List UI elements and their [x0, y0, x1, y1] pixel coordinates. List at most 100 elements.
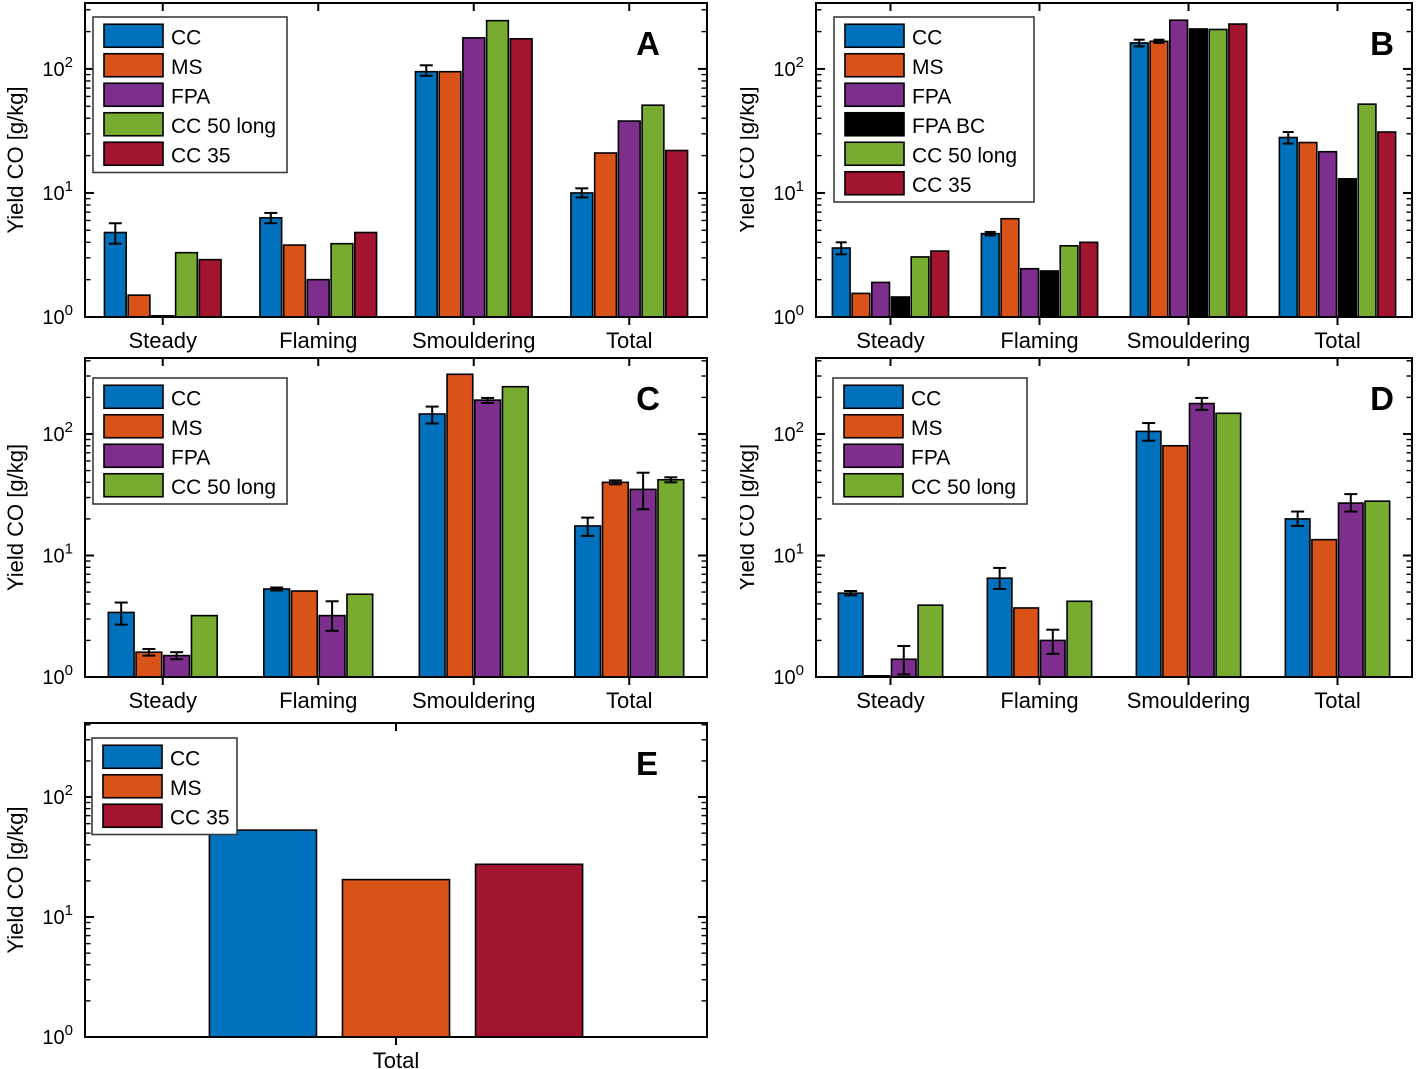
legend-label: MS: [171, 56, 203, 79]
bar-cc-50-long-flaming: [346, 593, 374, 678]
x-tick-label: Flaming: [279, 688, 357, 713]
x-tick-label: Smouldering: [1127, 328, 1251, 353]
bar-cc-flaming: [263, 588, 291, 678]
y-tick-label: 101: [773, 540, 804, 567]
legend-label: CC: [171, 26, 201, 49]
bar-cc-35-smouldering: [509, 37, 533, 318]
bar-cc-flaming: [986, 577, 1013, 678]
panel-c: 100 101 102 Steady Flaming Smouldering Total Yi…: [3, 357, 708, 713]
bar-cc-35-total: [665, 149, 689, 318]
bar-cc-35-total: [1377, 131, 1397, 318]
bar-cc-50-long-steady: [917, 604, 944, 678]
bar-fpa-flaming: [1019, 267, 1040, 318]
bar-cc-50-long-smouldering: [1208, 28, 1228, 318]
bar-cc-steady: [837, 592, 864, 678]
legend: CC MS FPA CC 50 long: [832, 377, 1028, 505]
legend-swatch-cc: [102, 744, 163, 770]
legend: CC MS CC 35: [91, 737, 238, 836]
panel-a: 100 101 102 Steady Flaming Smouldering Total Yi…: [3, 2, 708, 353]
axes-box: [84, 2, 708, 318]
bar-fpa-smouldering: [1168, 19, 1189, 318]
bar-cc-50-long-total: [1357, 103, 1377, 318]
legend-swatch-ms: [102, 773, 163, 799]
bar-cc-total: [208, 829, 318, 1038]
legend-label: MS: [911, 417, 943, 440]
legend-label: MS: [170, 777, 202, 800]
y-axis-label: Yield CO [g/kg]: [3, 806, 28, 953]
panel-letter: A: [636, 25, 660, 62]
bar-fpa-bc-flaming: [1039, 270, 1060, 318]
y-tick-label: 101: [42, 902, 73, 929]
x-tick-label: Steady: [856, 688, 925, 713]
legend-label: FPA: [171, 446, 210, 469]
bar-ms-steady: [127, 294, 151, 318]
bar-fpa-total: [1317, 150, 1338, 318]
bar-ms-smouldering: [1162, 444, 1189, 678]
bars: [208, 829, 584, 1038]
x-tick-label: Flaming: [1000, 328, 1078, 353]
legend-swatch-cc-50-long: [844, 141, 905, 167]
legend-swatch-ms: [103, 413, 164, 439]
bar-cc-total: [1278, 136, 1298, 318]
legend-label: CC 50 long: [912, 144, 1017, 167]
legend-label: CC: [912, 26, 942, 49]
bar-ms-smouldering: [438, 70, 462, 318]
bar-ms-smouldering: [1149, 40, 1169, 318]
error-bars: [844, 396, 1358, 676]
x-tick-label: Steady: [129, 328, 198, 353]
bar-cc-flaming: [259, 217, 283, 318]
legend-swatch-fpa: [103, 443, 164, 469]
panel-letter: B: [1370, 25, 1394, 62]
bar-cc-steady: [831, 247, 851, 318]
bar-fpa-total: [617, 120, 641, 318]
legend-swatch-fpa: [103, 82, 164, 108]
x-tick-label: Total: [1314, 328, 1360, 353]
bar-ms-total: [1298, 141, 1318, 318]
bar-cc-total: [1284, 518, 1311, 678]
y-tick-label: 101: [773, 178, 804, 205]
bar-cc-35-smouldering: [1228, 23, 1248, 318]
panel-letter: D: [1370, 380, 1394, 417]
bar-cc-steady: [103, 231, 127, 318]
x-tick-label: Steady: [129, 688, 198, 713]
bar-ms-flaming: [1000, 217, 1020, 318]
y-tick-label: 102: [42, 54, 73, 81]
y-ticks: [86, 723, 706, 1045]
bar-cc-35-steady: [930, 250, 950, 318]
panel-e-chart: 100 101 102 Total Yield CO [g/kg] E CC MS CC 35: [3, 722, 708, 1069]
bar-cc-total: [570, 192, 594, 318]
legend-swatch-ms: [843, 413, 904, 439]
bar-cc-50-long-steady: [174, 251, 199, 318]
legend-swatch-ms: [844, 52, 905, 78]
y-tick-label: 100: [42, 1022, 73, 1049]
legend-swatch-cc-35: [844, 170, 905, 196]
y-tick-label: 100: [773, 662, 804, 689]
error-bars: [114, 396, 678, 661]
bar-cc-smouldering: [414, 70, 438, 318]
legend-label: FPA: [911, 446, 950, 469]
x-tick-label: Total: [1314, 688, 1360, 713]
bar-fpa-bc-smouldering: [1188, 28, 1209, 318]
panel-b: 100 101 102 Steady Flaming Smouldering Total Yi…: [740, 2, 1413, 353]
legend-swatch-fpa-bc: [844, 111, 905, 137]
y-tick-label: 102: [773, 54, 804, 81]
legend-swatch-cc-50-long: [843, 472, 904, 498]
bar-fpa-steady: [870, 281, 891, 318]
bar-fpa-bc-steady: [890, 296, 911, 318]
bar-cc-smouldering: [1135, 430, 1162, 678]
bar-fpa-smouldering: [473, 399, 502, 678]
y-axis-label: Yield CO [g/kg]: [3, 86, 28, 233]
bars: [107, 373, 685, 678]
legend: CC MS FPA CC 50 long CC 35: [92, 16, 288, 174]
bar-ms-total: [341, 878, 451, 1038]
legend-label: CC: [170, 747, 200, 770]
x-tick-label: Total: [606, 328, 652, 353]
x-tick-label: Smouldering: [412, 328, 536, 353]
legend-label: MS: [912, 56, 944, 79]
bar-ms-total: [1311, 538, 1338, 678]
legend-label: FPA: [171, 85, 210, 108]
y-tick-label: 102: [773, 419, 804, 446]
y-tick-label: 100: [42, 302, 73, 329]
bar-cc-35-total: [474, 863, 584, 1038]
bar-fpa-total: [629, 488, 657, 678]
